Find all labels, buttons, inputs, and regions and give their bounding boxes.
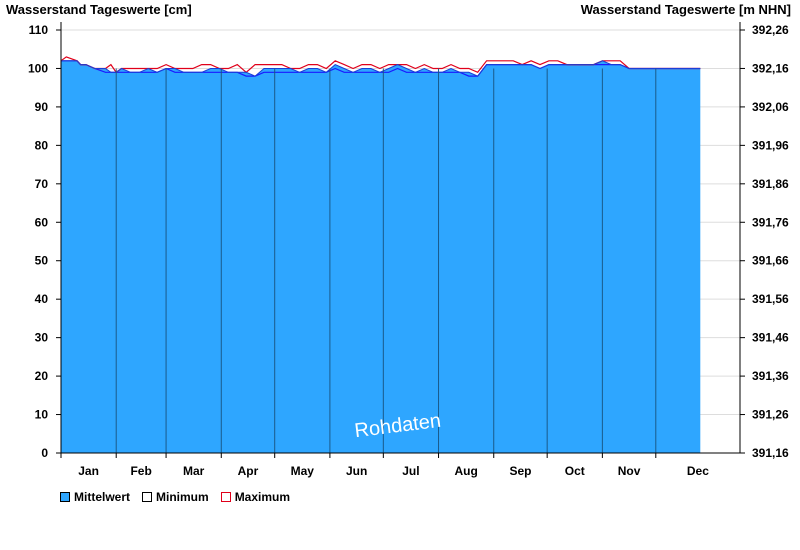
legend-item-maximum: Maximum [220,490,291,504]
left-tick-label-0: 0 [41,446,48,460]
legend-label-mittelwert: Mittelwert [74,490,131,504]
legend-label-maximum: Maximum [234,490,291,504]
left-tick-label-50: 50 [35,254,49,268]
left-tick-layer: 0 10 20 30 40 50 60 70 80 90 100 110 [28,23,61,460]
legend-item-minimum: Minimum [142,490,209,504]
month-label-apr: Apr [238,464,259,478]
left-axis-title: Wasserstand Tageswerte [cm] [6,2,192,17]
series-line-mittelwert [61,60,701,77]
right-tick-label-1: 391,26 [752,408,789,422]
right-tick-label-10: 392,16 [752,61,789,75]
left-tick-label-110: 110 [29,23,49,37]
left-tick-label-70: 70 [35,177,49,191]
right-tick-label-6: 391,76 [752,215,789,229]
month-label-oct: Oct [565,464,585,478]
legend-item-mittelwert: Mittelwert [60,490,130,504]
left-tick-label-20: 20 [35,369,49,383]
month-label-dec: Dec [687,464,709,478]
left-tick-label-60: 60 [35,215,49,229]
right-tick-label-4: 391,56 [752,292,789,306]
month-label-layer: Jan Feb Mar Apr May Jun Jul Aug Sep Oct Nov Dec [60,453,709,478]
left-tick-label-30: 30 [35,331,49,345]
right-tick-label-0: 391,16 [752,446,789,460]
series-area-mittelwert [61,60,701,454]
left-tick-label-10: 10 [35,408,49,422]
right-axis-title: Wasserstand Tageswerte [m NHN] [581,2,791,17]
month-separator-layer [115,68,657,453]
right-tick-label-9: 392,06 [752,100,789,114]
legend-swatch-minimum [142,492,153,502]
month-label-aug: Aug [454,464,477,478]
legend-swatch-mittelwert [60,492,70,502]
month-label-jul: Jul [402,464,419,478]
left-tick-label-40: 40 [35,292,49,306]
month-label-jan: Jan [78,464,99,478]
legend: Mittelwert Minimum Maximum [60,490,290,504]
axis-layer [60,22,741,454]
right-tick-label-2: 391,36 [752,369,789,383]
right-tick-layer: 391,16 391,26 391,36 391,46 391,56 391,66 391,… [740,23,789,460]
month-label-feb: Feb [130,464,151,478]
month-label-sep: Sep [509,464,531,478]
month-label-may: May [291,464,315,478]
left-tick-label-100: 100 [28,61,48,75]
right-tick-label-8: 391,96 [752,138,789,152]
right-tick-label-11: 392,26 [752,23,789,37]
series-layer [60,56,701,454]
legend-label-minimum: Minimum [156,490,209,504]
month-label-nov: Nov [618,464,641,478]
month-label-mar: Mar [183,464,205,478]
right-tick-label-5: 391,66 [752,254,789,268]
legend-swatch-maximum [220,492,231,502]
month-label-jun: Jun [346,464,367,478]
left-tick-label-80: 80 [35,138,49,152]
right-tick-label-7: 391,86 [752,177,789,191]
left-tick-label-90: 90 [35,100,49,114]
right-tick-label-3: 391,46 [752,331,789,345]
